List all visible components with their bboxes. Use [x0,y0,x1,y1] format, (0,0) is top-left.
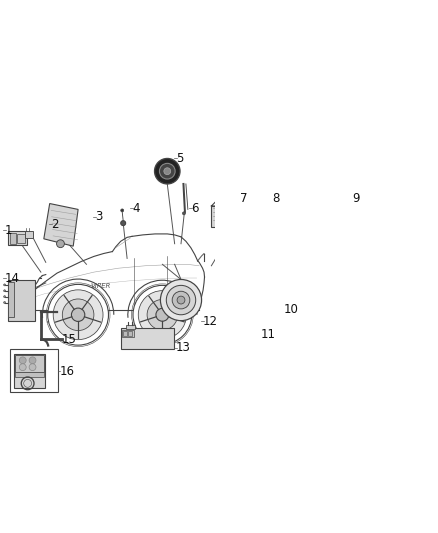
Circle shape [160,279,201,321]
Bar [123,331,127,336]
Bar [28,296,35,300]
Bar [15,355,44,372]
Circle shape [4,284,6,286]
Circle shape [62,299,94,330]
Text: 2: 2 [51,217,58,231]
Circle shape [164,168,171,175]
Bar [14,354,45,388]
Circle shape [48,285,109,345]
Text: 12: 12 [202,314,218,328]
Bar [10,349,57,392]
Circle shape [4,296,6,297]
Text: 9: 9 [353,192,360,205]
Bar [10,233,16,244]
Bar [8,280,35,321]
Polygon shape [44,204,78,246]
Circle shape [348,205,352,209]
Bar [25,231,33,238]
Circle shape [177,296,185,304]
Text: 4: 4 [132,202,140,215]
Circle shape [121,221,126,225]
Bar [212,206,264,227]
Bar [317,212,321,230]
Bar [15,372,44,377]
Circle shape [159,163,175,179]
Circle shape [166,285,196,315]
Bar [18,234,25,243]
Bar [267,315,272,322]
Circle shape [155,158,180,184]
Circle shape [156,308,169,321]
Text: 8: 8 [272,192,280,205]
Text: 13: 13 [176,341,191,354]
Bar [122,330,134,337]
Bar [308,208,352,234]
Text: 7: 7 [240,192,247,205]
Bar [324,212,328,230]
Circle shape [133,285,192,344]
Bar [274,315,279,322]
Circle shape [19,357,26,364]
Bar [128,331,132,336]
Text: 11: 11 [260,328,276,341]
Circle shape [4,302,6,303]
Text: 3: 3 [95,210,102,223]
Bar [8,282,14,317]
Circle shape [265,196,270,201]
Bar [265,313,281,324]
Circle shape [29,357,36,364]
Bar [343,212,346,230]
Circle shape [172,291,190,309]
Circle shape [147,300,178,330]
Circle shape [183,212,185,215]
Bar [240,334,249,340]
Circle shape [121,209,124,212]
Bar [311,212,315,230]
Circle shape [57,240,64,248]
Text: 15: 15 [62,333,77,346]
Text: VIPER: VIPER [91,283,111,289]
Text: 6: 6 [191,202,198,215]
Circle shape [29,364,36,370]
Text: 5: 5 [176,152,184,165]
Bar [126,325,135,329]
Bar [336,212,340,230]
Bar [121,328,173,349]
Text: 10: 10 [284,303,299,317]
Circle shape [53,290,103,340]
Bar [8,231,27,245]
Text: 1: 1 [5,224,12,237]
Text: 14: 14 [5,271,20,285]
Circle shape [71,308,85,321]
Circle shape [19,364,26,370]
Text: 16: 16 [60,365,74,377]
Circle shape [309,205,313,209]
Circle shape [138,290,187,339]
Bar [330,212,334,230]
Circle shape [4,290,6,292]
